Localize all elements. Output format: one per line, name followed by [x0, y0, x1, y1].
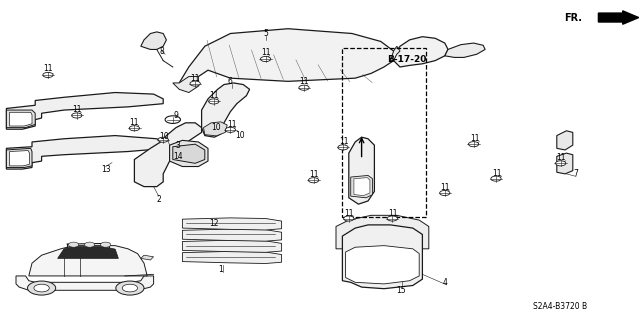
Text: 11: 11 — [345, 209, 354, 218]
Text: 11: 11 — [493, 169, 502, 178]
Circle shape — [225, 127, 236, 132]
Text: 11: 11 — [557, 153, 566, 162]
Text: 11: 11 — [440, 183, 449, 192]
Text: 11: 11 — [72, 105, 81, 114]
Circle shape — [440, 190, 450, 196]
Circle shape — [28, 281, 56, 295]
Polygon shape — [141, 255, 154, 260]
Polygon shape — [10, 112, 32, 126]
Text: 8: 8 — [159, 47, 164, 56]
Text: 11: 11 — [470, 134, 479, 143]
Circle shape — [129, 126, 140, 131]
Circle shape — [72, 113, 82, 118]
Text: 13: 13 — [100, 165, 111, 174]
Circle shape — [308, 178, 319, 183]
Circle shape — [168, 117, 178, 122]
Circle shape — [468, 142, 479, 147]
Polygon shape — [182, 229, 282, 241]
FancyArrow shape — [598, 11, 639, 24]
Text: 1: 1 — [218, 265, 223, 274]
Circle shape — [387, 216, 397, 221]
Text: 10: 10 — [235, 131, 245, 140]
Text: 11: 11 — [261, 48, 270, 57]
Polygon shape — [557, 131, 573, 150]
Circle shape — [116, 281, 144, 295]
Polygon shape — [445, 43, 485, 57]
Text: 10: 10 — [159, 132, 170, 141]
Text: 2: 2 — [156, 195, 161, 204]
Circle shape — [209, 99, 219, 104]
Text: FR.: FR. — [564, 12, 582, 23]
Circle shape — [43, 72, 53, 78]
Text: 7: 7 — [573, 169, 579, 178]
Text: 4: 4 — [442, 278, 447, 287]
Text: 6: 6 — [228, 77, 233, 86]
Polygon shape — [170, 140, 208, 167]
Text: 12: 12 — [210, 219, 219, 228]
Circle shape — [556, 161, 566, 166]
Polygon shape — [16, 276, 154, 290]
Polygon shape — [351, 175, 372, 198]
Text: 11: 11 — [227, 120, 236, 129]
Text: 3: 3 — [175, 141, 180, 150]
Polygon shape — [6, 136, 166, 169]
Circle shape — [344, 216, 354, 221]
Circle shape — [299, 85, 309, 90]
Polygon shape — [204, 122, 227, 136]
Circle shape — [84, 242, 95, 247]
Text: 5: 5 — [263, 29, 268, 38]
Text: S2A4-B3720 B: S2A4-B3720 B — [533, 302, 587, 311]
Text: 15: 15 — [396, 286, 406, 295]
Polygon shape — [336, 215, 429, 249]
Polygon shape — [173, 77, 198, 93]
Circle shape — [338, 145, 348, 150]
Polygon shape — [390, 46, 400, 61]
Polygon shape — [173, 144, 205, 163]
Circle shape — [491, 176, 501, 181]
Text: 11: 11 — [300, 78, 308, 86]
Polygon shape — [342, 225, 422, 289]
Polygon shape — [202, 83, 250, 137]
Circle shape — [190, 81, 200, 86]
Polygon shape — [6, 93, 163, 129]
Polygon shape — [29, 246, 147, 276]
Polygon shape — [394, 37, 448, 67]
Text: 11: 11 — [309, 170, 318, 179]
Text: 14: 14 — [173, 152, 183, 161]
Bar — [342, 48, 426, 217]
Polygon shape — [134, 123, 202, 187]
Polygon shape — [10, 151, 29, 166]
Text: 11: 11 — [209, 91, 218, 100]
Polygon shape — [58, 247, 118, 258]
Text: 11: 11 — [44, 64, 52, 73]
Polygon shape — [354, 178, 370, 196]
Polygon shape — [6, 110, 35, 128]
Circle shape — [34, 284, 49, 292]
Text: 11: 11 — [339, 137, 348, 146]
Circle shape — [165, 116, 180, 123]
Text: 11: 11 — [130, 118, 139, 127]
Polygon shape — [346, 246, 419, 284]
Text: B-17-20: B-17-20 — [387, 55, 427, 63]
Polygon shape — [6, 148, 32, 167]
Circle shape — [260, 56, 271, 62]
Circle shape — [68, 242, 79, 247]
Circle shape — [158, 137, 168, 142]
Polygon shape — [141, 32, 166, 49]
Polygon shape — [182, 240, 282, 252]
Polygon shape — [179, 29, 394, 83]
Text: 11: 11 — [388, 209, 397, 218]
Polygon shape — [182, 218, 282, 230]
Polygon shape — [349, 137, 374, 204]
Polygon shape — [557, 153, 573, 174]
Text: 11: 11 — [191, 74, 200, 83]
Circle shape — [122, 284, 138, 292]
Text: 9: 9 — [173, 111, 179, 120]
Circle shape — [100, 242, 111, 247]
Text: 10: 10 — [211, 123, 221, 132]
Polygon shape — [182, 251, 282, 263]
